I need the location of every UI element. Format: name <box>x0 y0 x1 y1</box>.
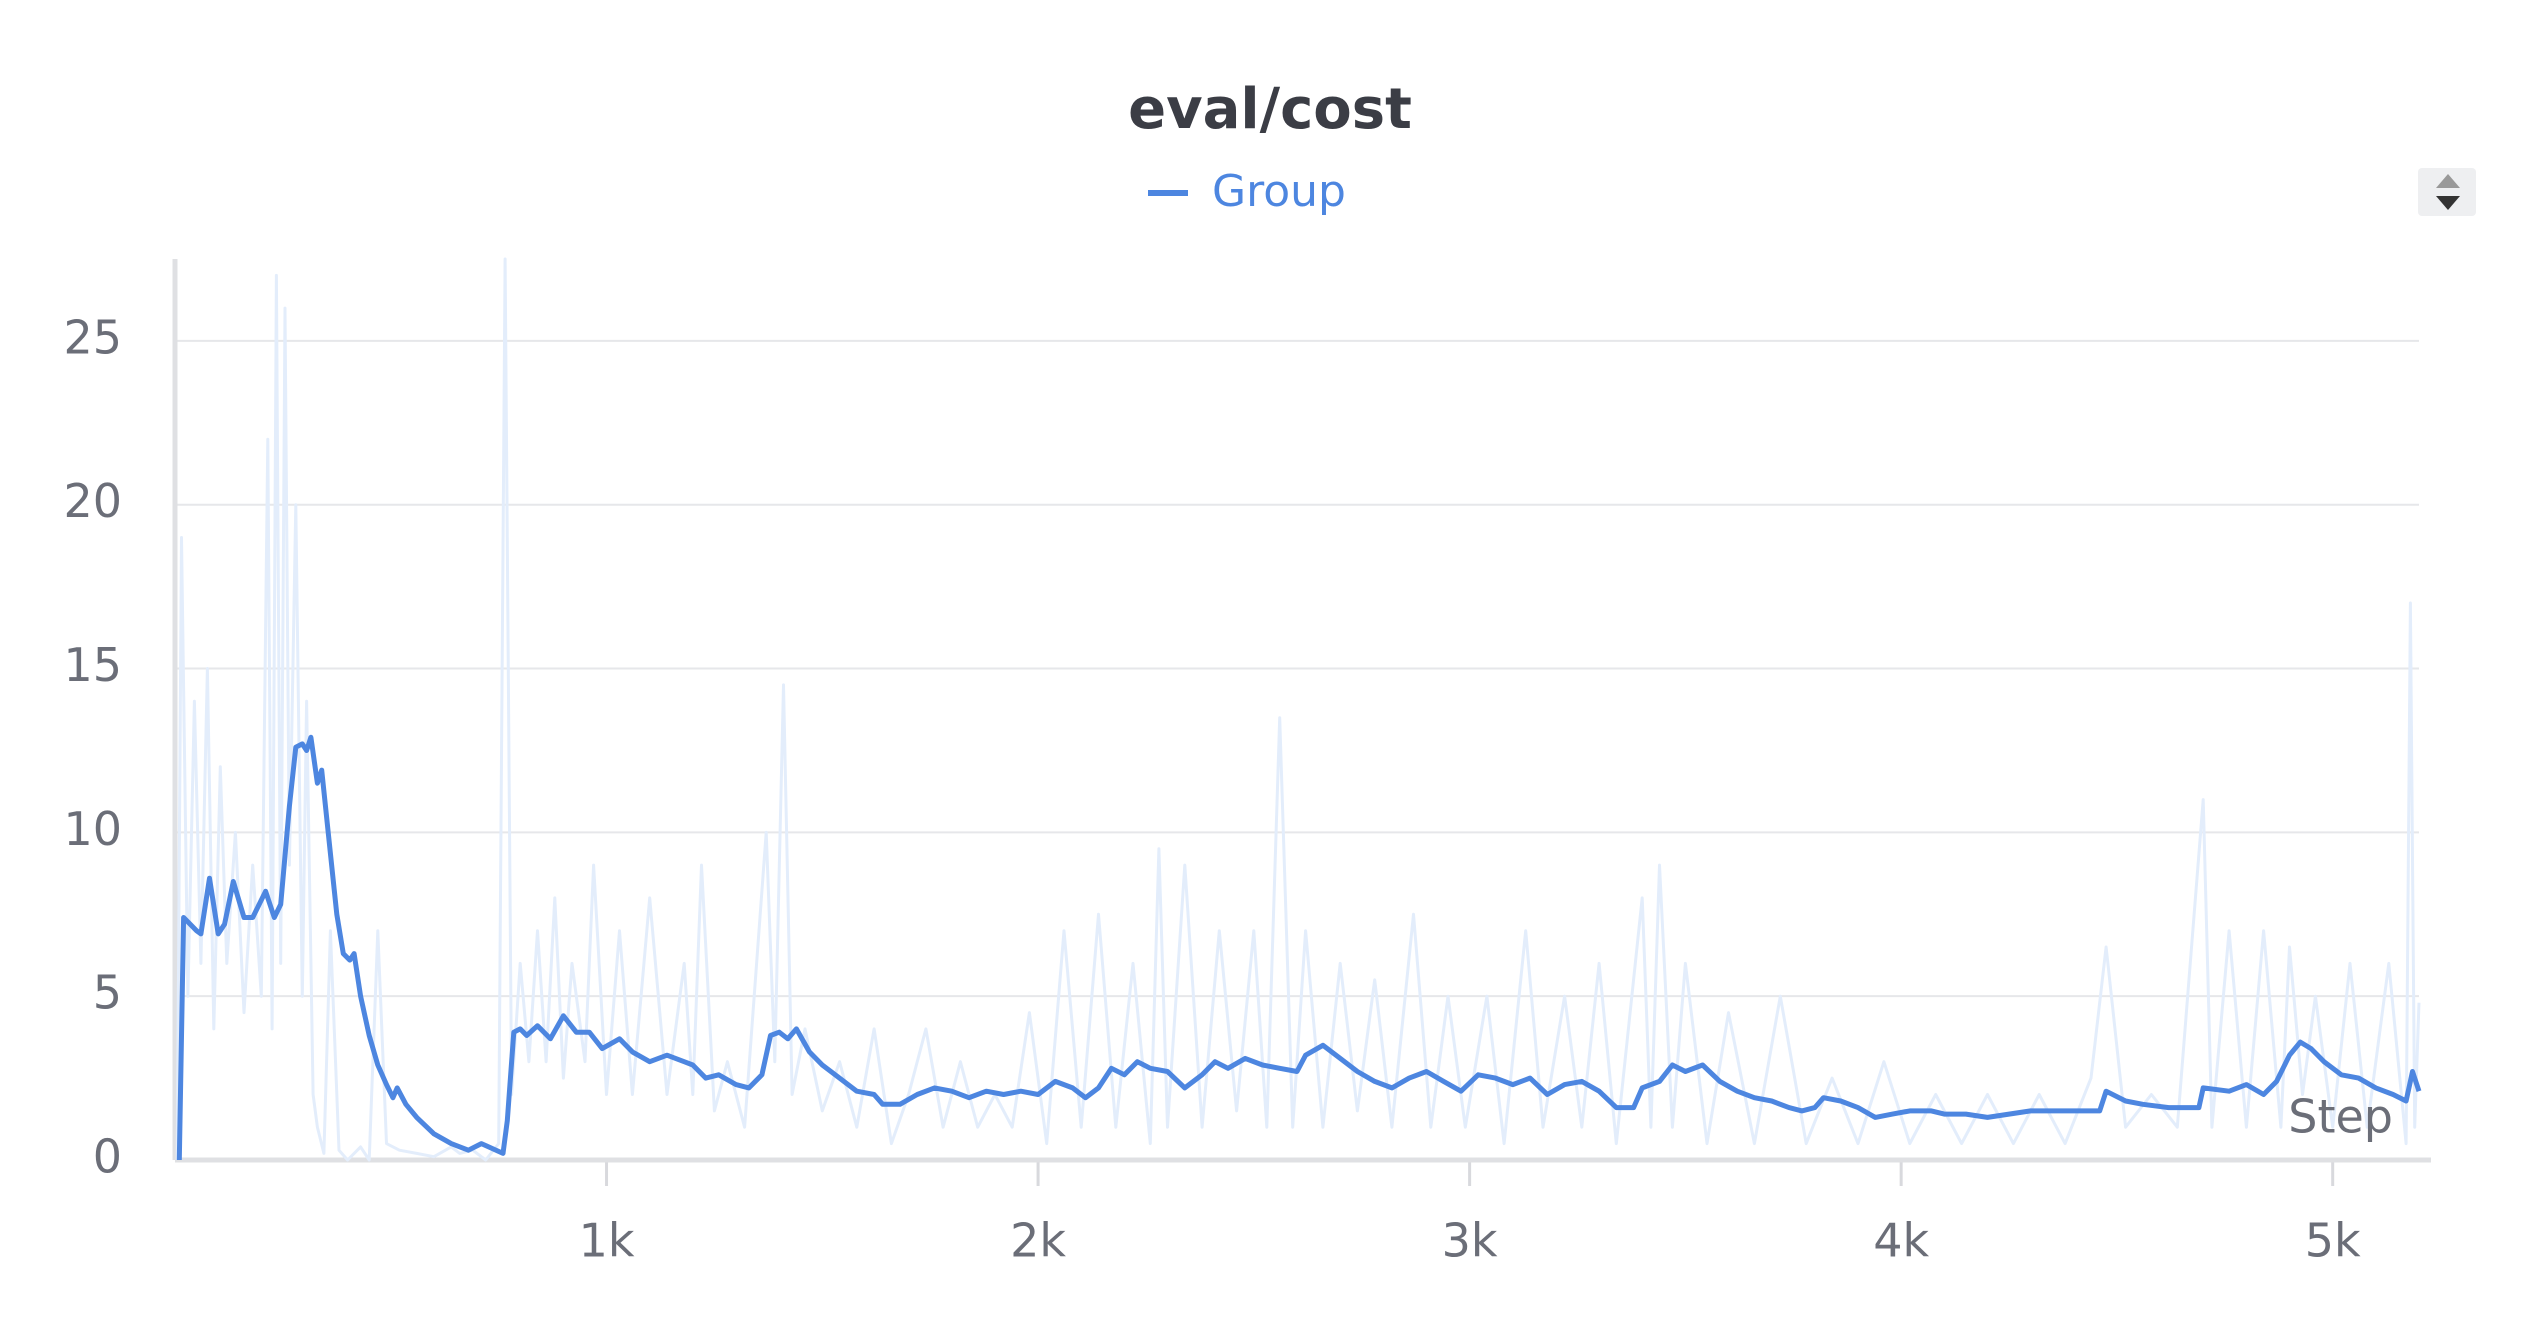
y-tick-label: 25 <box>63 310 122 364</box>
series-line <box>175 257 2421 1162</box>
sort-down[interactable] <box>2436 196 2460 210</box>
x-tick-label: 3k <box>1442 1214 1498 1268</box>
y-tick-label: 10 <box>63 802 122 856</box>
sort-up[interactable] <box>2436 174 2460 188</box>
y-tick-label: 0 <box>93 1130 122 1184</box>
x-tick-label: 1k <box>579 1214 635 1268</box>
y-tick-label: 20 <box>63 474 122 528</box>
x-tick-label: 5k <box>2305 1214 2361 1268</box>
x-axis-label: Step <box>2288 1090 2393 1144</box>
series-line <box>176 734 2422 1161</box>
sort-toggle-bg[interactable] <box>2418 168 2476 216</box>
legend-label[interactable]: Group <box>1212 166 1346 217</box>
sort-toggle[interactable] <box>2418 168 2476 216</box>
y-tick-label: 15 <box>63 638 122 692</box>
y-tick-label: 5 <box>93 966 122 1020</box>
x-tick-label: 2k <box>1010 1214 1066 1268</box>
x-tick-label: 4k <box>1873 1214 1929 1268</box>
chart-title: eval/cost <box>1128 77 1412 142</box>
